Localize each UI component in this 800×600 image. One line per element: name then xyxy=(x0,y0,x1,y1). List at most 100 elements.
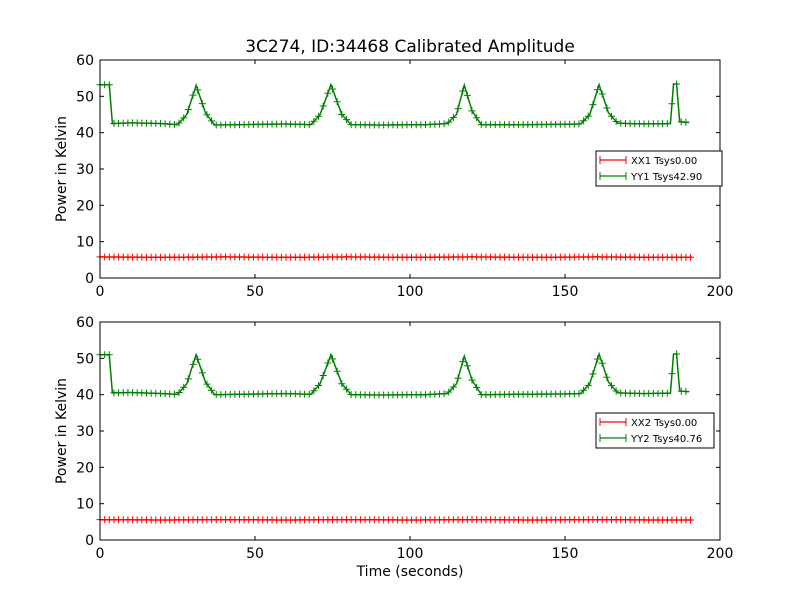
data-point-marker xyxy=(333,98,341,106)
top-panel: 0 50 100 150 200 0 10 20 30 40 50 60 Power in Kelvin… xyxy=(54,37,733,300)
y-tick-label: 30 xyxy=(76,424,94,440)
data-point-marker xyxy=(594,86,602,94)
x-axis-label: Time (seconds) xyxy=(356,564,464,580)
data-point-marker xyxy=(459,87,467,95)
data-point-marker xyxy=(189,360,197,368)
data-point-marker xyxy=(208,386,216,394)
y-tick-label: 20 xyxy=(76,198,94,214)
data-point-marker xyxy=(324,89,332,97)
data-point-marker xyxy=(329,85,336,93)
series-line xyxy=(100,351,690,396)
data-point-marker xyxy=(668,370,676,378)
data-point-marker xyxy=(589,370,597,378)
series-yy xyxy=(96,350,690,399)
data-point-marker xyxy=(180,383,188,391)
data-point-marker xyxy=(184,106,192,114)
y-tick-label: 40 xyxy=(76,388,94,404)
x-tick-label: 150 xyxy=(552,546,579,562)
x-tick-label: 0 xyxy=(96,546,105,562)
y-tick-label: 50 xyxy=(76,351,94,367)
data-point-marker xyxy=(608,112,615,120)
legend-box xyxy=(595,150,723,187)
data-point-marker xyxy=(175,119,183,127)
legend-marker xyxy=(599,418,627,426)
legend-entry-label: XX2 Tsys0.00 xyxy=(631,418,697,429)
data-point-marker xyxy=(175,389,183,397)
data-point-marker xyxy=(473,114,481,122)
legend: XX1 Tsys0.00 YY1 Tsys42.90 xyxy=(595,150,723,187)
data-point-marker xyxy=(449,383,457,391)
data-point-marker xyxy=(463,91,471,99)
y-tick-label: 40 xyxy=(76,126,94,142)
chart-title: 3C274, ID:34468 Calibrated Amplitude xyxy=(245,37,575,57)
data-point-marker xyxy=(170,120,178,128)
data-point-marker xyxy=(342,385,350,393)
data-point-marker xyxy=(315,382,323,390)
x-tick-label: 100 xyxy=(397,284,424,300)
data-point-marker xyxy=(612,117,620,125)
data-point-marker xyxy=(194,355,202,363)
data-point-marker xyxy=(305,121,313,129)
y-tick-label: 30 xyxy=(76,162,94,178)
data-point-marker xyxy=(598,90,606,98)
data-point-marker xyxy=(445,118,453,126)
data-point-marker xyxy=(333,367,341,375)
data-point-marker xyxy=(338,380,346,388)
series-xx xyxy=(96,516,695,524)
data-point-marker xyxy=(584,381,592,389)
data-point-marker xyxy=(663,389,671,397)
data-point-marker xyxy=(194,86,202,94)
data-point-marker xyxy=(682,388,690,396)
data-point-marker xyxy=(603,373,611,381)
data-point-marker xyxy=(198,369,206,377)
legend-marker xyxy=(599,156,627,164)
y-tick-label: 20 xyxy=(76,460,94,476)
data-point-marker xyxy=(170,390,178,398)
data-point-marker xyxy=(682,118,690,126)
data-point-marker xyxy=(203,111,211,119)
y-tick-label: 60 xyxy=(76,53,94,69)
data-point-marker xyxy=(445,388,453,396)
data-point-marker xyxy=(459,358,467,366)
data-point-marker xyxy=(687,516,695,524)
data-point-marker xyxy=(575,390,583,398)
x-tick-label: 0 xyxy=(96,284,105,300)
data-point-marker xyxy=(603,104,611,112)
data-point-marker xyxy=(440,120,448,128)
data-point-marker xyxy=(310,387,318,395)
data-point-marker xyxy=(598,359,606,367)
data-point-marker xyxy=(208,117,216,125)
y-tick-label: 60 xyxy=(76,315,94,331)
legend-entry-label: YY2 Tsys40.76 xyxy=(630,434,702,445)
data-point-marker xyxy=(454,105,462,113)
data-point-marker xyxy=(180,114,188,122)
data-point-marker xyxy=(329,355,336,363)
data-point-marker xyxy=(608,382,615,390)
series-yy xyxy=(96,80,690,129)
y-tick-label: 0 xyxy=(85,533,94,549)
data-point-marker xyxy=(342,116,350,124)
data-point-marker xyxy=(575,120,583,128)
y-tick-label: 50 xyxy=(76,89,94,105)
data-point-marker xyxy=(673,80,681,88)
data-point-marker xyxy=(319,371,327,379)
x-tick-label: 50 xyxy=(246,546,264,562)
data-point-marker xyxy=(440,390,448,398)
legend-box xyxy=(595,412,715,449)
data-point-marker xyxy=(594,355,602,363)
data-point-marker xyxy=(454,374,462,382)
data-point-marker xyxy=(473,383,481,391)
y-tick-label: 10 xyxy=(76,235,94,251)
legend: XX2 Tsys0.00 YY2 Tsys40.76 xyxy=(595,412,715,449)
data-point-marker xyxy=(580,386,588,394)
y-axis-label: Power in Kelvin xyxy=(54,378,70,484)
data-point-marker xyxy=(305,390,313,398)
data-point-marker xyxy=(203,380,211,388)
x-tick-label: 200 xyxy=(707,284,734,300)
data-point-marker xyxy=(584,112,592,120)
data-point-marker xyxy=(468,376,476,384)
data-point-marker xyxy=(310,117,318,125)
data-point-marker xyxy=(463,362,471,370)
data-point-marker xyxy=(668,100,676,108)
